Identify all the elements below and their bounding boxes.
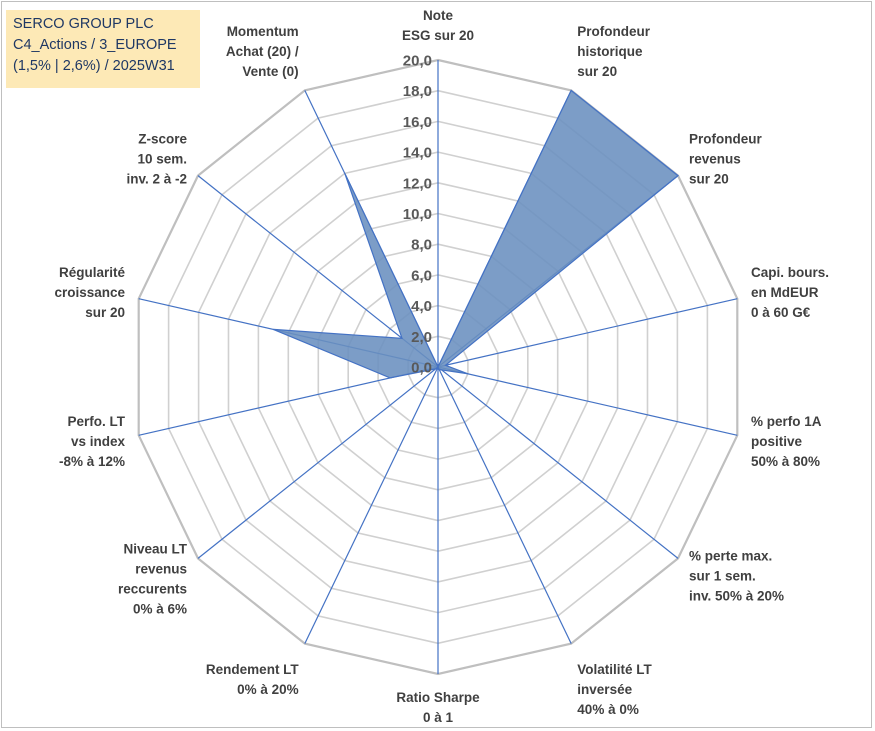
tick-label-5: 10,0 (403, 206, 432, 223)
tick-label-0: 0,0 (411, 360, 432, 377)
tick-label-2: 4,0 (411, 298, 432, 315)
tick-label-7: 14,0 (403, 145, 432, 162)
category-label-9-line-1: revenus (135, 562, 187, 577)
category-label-3-line-1: en MdEUR (751, 285, 819, 300)
radar-tick-labels: 0,0 2,0 4,0 6,0 8,0 10,0 12,0 14,0 16,0 18,0 20,0 (403, 53, 432, 377)
category-label-11-line-2: sur 20 (85, 305, 125, 320)
category-label-1-line-0: Profondeur (577, 24, 650, 39)
category-label-13: Momentum Achat (20) / Vente (0) (226, 24, 299, 79)
category-label-11-line-0: Régularité (59, 265, 126, 280)
tick-label-3: 6,0 (411, 267, 432, 284)
category-label-12-line-0: Z-score (138, 131, 187, 146)
category-label-5-line-0: % perte max. (689, 549, 772, 564)
spoke-8 (304, 366, 439, 644)
tick-label-6: 12,0 (403, 175, 432, 192)
info-company: SERCO GROUP PLC (13, 16, 154, 32)
category-label-0-line-1: ESG sur 20 (402, 28, 474, 43)
category-label-13-line-1: Achat (20) / (226, 44, 299, 59)
spoke-5 (437, 366, 679, 559)
spoke-9 (197, 366, 439, 559)
category-label-0: Note ESG sur 20 (402, 8, 474, 43)
category-label-11-line-1: croissance (54, 285, 125, 300)
category-label-3: Capi. bours. en MdEUR 0 à 60 G€ (751, 265, 829, 320)
category-label-2-line-0: Profondeur (689, 131, 762, 146)
category-label-1: Profondeur historique sur 20 (577, 24, 650, 79)
spoke-4 (437, 366, 738, 436)
category-label-4-line-1: positive (751, 434, 803, 449)
category-label-13-line-0: Momentum (227, 24, 299, 39)
category-label-8: Rendement LT 0% à 20% (206, 662, 300, 697)
tick-label-8: 16,0 (403, 114, 432, 131)
info-box: SERCO GROUP PLC C4_Actions / 3_EUROPE (1… (6, 10, 200, 88)
category-label-6: Volatilité LT inversée 40% à 0% (577, 662, 652, 717)
category-label-5-line-2: inv. 50% à 20% (689, 589, 784, 604)
category-label-1-line-2: sur 20 (577, 64, 617, 79)
category-label-7-line-1: 0 à 1 (423, 710, 454, 725)
tick-label-10: 20,0 (403, 53, 432, 70)
category-label-4-line-0: % perfo 1A (751, 414, 822, 429)
category-label-8-line-0: Rendement LT (206, 662, 300, 677)
category-label-2-line-1: revenus (689, 151, 741, 166)
category-label-4-line-2: 50% à 80% (751, 454, 820, 469)
radar-category-labels: Note ESG sur 20 Profondeur historique sur 20… (54, 8, 829, 725)
spoke-12 (197, 175, 439, 368)
category-label-6-line-2: 40% à 0% (577, 702, 639, 717)
category-label-2: Profondeur revenus sur 20 (689, 131, 762, 186)
category-label-6-line-0: Volatilité LT (577, 662, 652, 677)
tick-label-4: 8,0 (411, 237, 432, 254)
category-label-10-line-1: vs index (71, 434, 126, 449)
info-params: (1,5% | 2,6%) / 2025W31 (13, 58, 175, 74)
category-label-7: Ratio Sharpe 0 à 1 (396, 690, 480, 725)
category-label-3-line-2: 0 à 60 G€ (751, 305, 811, 320)
category-label-0-line-0: Note (423, 8, 453, 23)
category-label-9-line-0: Niveau LT (123, 542, 187, 557)
category-label-4: % perfo 1A positive 50% à 80% (751, 414, 822, 469)
category-label-9: Niveau LT revenus reccurents 0% à 6% (118, 542, 188, 617)
category-label-1-line-1: historique (577, 44, 643, 59)
tick-label-9: 18,0 (403, 83, 432, 100)
category-label-2-line-2: sur 20 (689, 171, 729, 186)
category-label-5: % perte max. sur 1 sem. inv. 50% à 20% (689, 549, 784, 604)
tick-label-1: 2,0 (411, 329, 432, 346)
spoke-6 (437, 366, 572, 644)
category-label-12-line-2: inv. 2 à -2 (126, 171, 187, 186)
category-label-10-line-0: Perfo. LT (67, 414, 125, 429)
category-label-6-line-1: inversée (577, 682, 632, 697)
spoke-10 (138, 366, 439, 436)
category-label-9-line-2: reccurents (118, 582, 187, 597)
category-label-10-line-2: -8% à 12% (59, 454, 125, 469)
series-area (273, 89, 679, 379)
category-label-3-line-0: Capi. bours. (751, 265, 829, 280)
info-category: C4_Actions / 3_EUROPE (13, 37, 177, 53)
category-label-8-line-1: 0% à 20% (237, 682, 299, 697)
category-label-5-line-1: sur 1 sem. (689, 569, 756, 584)
category-label-10: Perfo. LT vs index -8% à 12% (59, 414, 126, 469)
category-label-13-line-2: Vente (0) (242, 64, 298, 79)
category-label-9-line-3: 0% à 6% (133, 602, 187, 617)
category-label-7-line-0: Ratio Sharpe (396, 690, 480, 705)
spoke-3 (437, 298, 738, 368)
radar-series (273, 89, 679, 379)
category-label-12-line-1: 10 sem. (137, 151, 187, 166)
category-label-12: Z-score 10 sem. inv. 2 à -2 (126, 131, 187, 186)
category-label-11: Régularité croissance sur 20 (54, 265, 125, 320)
